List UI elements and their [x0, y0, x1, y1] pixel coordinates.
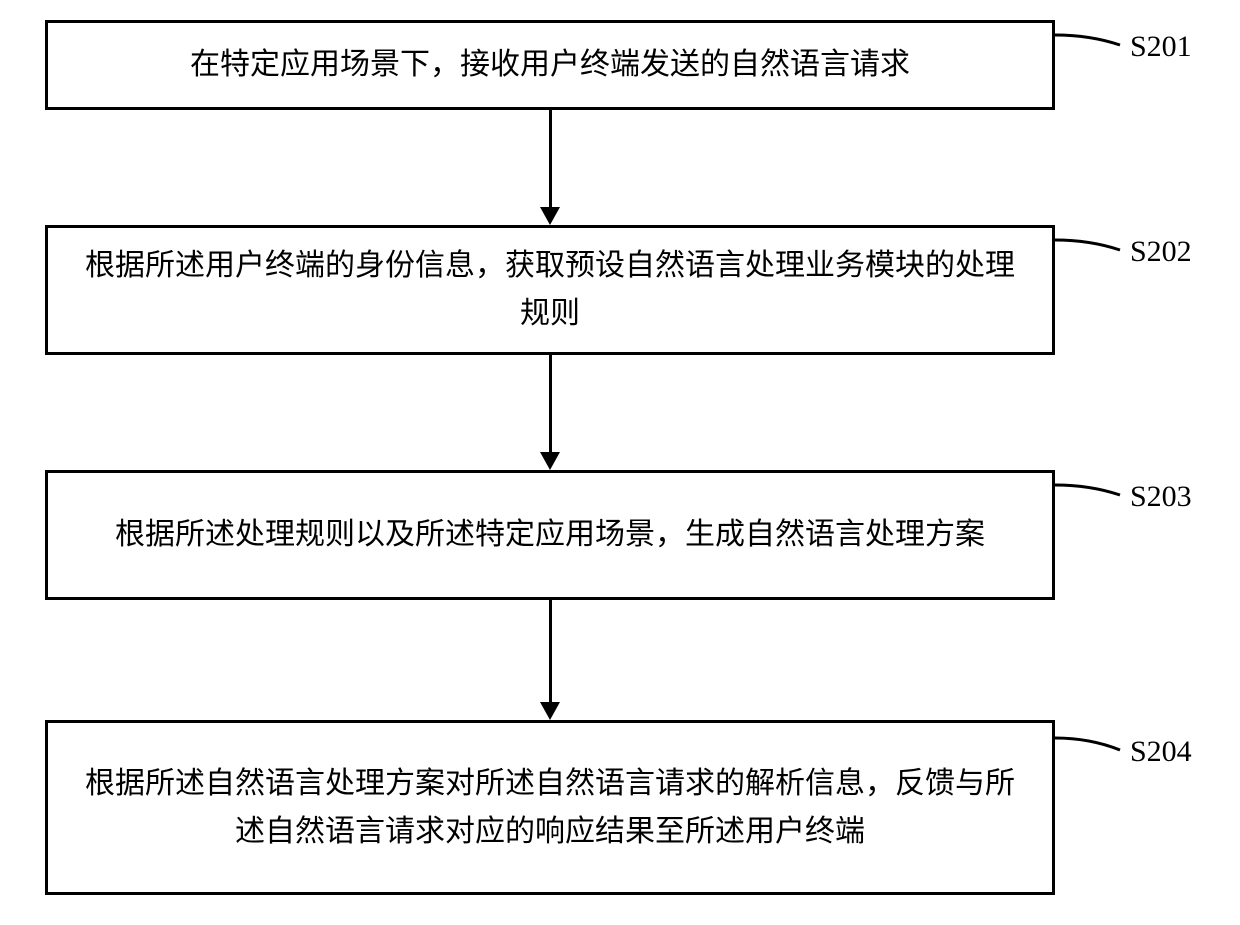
label-connector-s204 [1055, 720, 1130, 765]
node-label-s202: S202 [1130, 235, 1192, 269]
arrow-icon [540, 452, 560, 470]
flowchart-node-s201: 在特定应用场景下，接收用户终端发送的自然语言请求 [45, 20, 1055, 110]
node-text: 根据所述处理规则以及所述特定应用场景，生成自然语言处理方案 [115, 511, 985, 559]
node-label-s203: S203 [1130, 480, 1192, 514]
node-text: 在特定应用场景下，接收用户终端发送的自然语言请求 [190, 41, 910, 89]
label-connector-s201 [1055, 20, 1130, 60]
flowchart-edge-1 [549, 110, 552, 207]
label-connector-s202 [1055, 225, 1130, 265]
flowchart-node-s203: 根据所述处理规则以及所述特定应用场景，生成自然语言处理方案 [45, 470, 1055, 600]
flowchart-container: 在特定应用场景下，接收用户终端发送的自然语言请求 S201 根据所述用户终端的身… [0, 0, 1240, 925]
node-text: 根据所述用户终端的身份信息，获取预设自然语言处理业务模块的处理规则 [73, 242, 1027, 338]
node-label-s204: S204 [1130, 735, 1192, 769]
node-text: 根据所述自然语言处理方案对所述自然语言请求的解析信息，反馈与所述自然语言请求对应… [73, 760, 1027, 856]
arrow-icon [540, 702, 560, 720]
flowchart-node-s202: 根据所述用户终端的身份信息，获取预设自然语言处理业务模块的处理规则 [45, 225, 1055, 355]
flowchart-edge-2 [549, 355, 552, 452]
node-label-s201: S201 [1130, 30, 1192, 64]
label-connector-s203 [1055, 470, 1130, 510]
flowchart-node-s204: 根据所述自然语言处理方案对所述自然语言请求的解析信息，反馈与所述自然语言请求对应… [45, 720, 1055, 895]
arrow-icon [540, 207, 560, 225]
flowchart-edge-3 [549, 600, 552, 702]
